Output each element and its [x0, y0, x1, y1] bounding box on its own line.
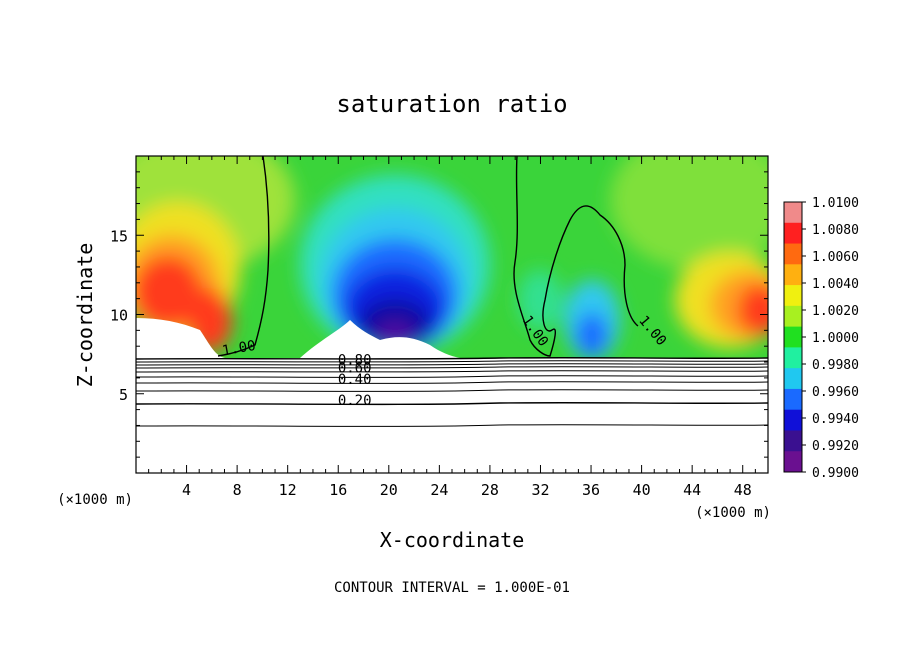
colorbar-swatch	[784, 202, 802, 224]
contour-lines-lower	[136, 357, 768, 427]
colorbar-label: 0.9940	[812, 412, 859, 427]
chart-title: saturation ratio	[336, 90, 567, 118]
colorbar-swatch	[784, 347, 802, 369]
colorbar-swatch	[784, 264, 802, 286]
x-unit-right: (×1000 m)	[695, 505, 771, 521]
colorbar-swatch	[784, 368, 802, 390]
x-tick-label: 8	[233, 481, 242, 499]
colorbar-label: 1.0000	[812, 331, 859, 346]
y-tick-label: 15	[110, 227, 128, 245]
x-tick-label: 20	[380, 481, 398, 499]
colorbar-label: 0.9960	[812, 385, 859, 400]
colorbar: 1.0100 1.0080 1.0060 1.0040 1.0020 1.0000 0.99…	[783, 196, 859, 481]
colorbar-label: 1.0060	[812, 250, 859, 265]
x-tick-label: 32	[531, 481, 549, 499]
x-unit-left: (×1000 m)	[57, 492, 133, 508]
colorbar-swatch	[784, 305, 802, 328]
x-tick-label: 36	[582, 481, 600, 499]
colorbar-swatch	[784, 326, 802, 348]
colorbar-label: 1.0080	[812, 223, 859, 238]
colorbar-label: 0.9980	[812, 358, 859, 373]
colorbar-label: 0.9920	[812, 439, 859, 454]
x-tick-label: 28	[481, 481, 499, 499]
colorbar-swatch	[784, 222, 802, 245]
colorbar-swatch	[784, 409, 802, 431]
contour-label: 0.40	[338, 372, 372, 388]
x-tick-label: 44	[683, 481, 701, 499]
y-axis-label: Z-coordinate	[73, 243, 97, 388]
colorbar-label: 1.0020	[812, 304, 859, 319]
colorbar-swatch	[784, 451, 802, 473]
colorbar-swatch	[784, 243, 802, 265]
contour-lines-upper	[217, 156, 639, 357]
x-axis-label: X-coordinate	[380, 528, 525, 552]
y-tick-label: 5	[119, 386, 128, 404]
colorbar-label: 0.9900	[812, 466, 859, 481]
y-tick-label: 10	[110, 307, 128, 325]
contour-label: 1.00	[221, 338, 257, 360]
x-axis: 4 8 12 16 20 24 28 32 36 40 44 48	[148, 156, 756, 499]
colorbar-swatch	[784, 388, 802, 411]
x-tick-label: 48	[734, 481, 752, 499]
contour-label: 0.80	[338, 352, 372, 368]
colorbar-swatch	[784, 430, 802, 452]
contour-label: 0.60	[338, 360, 372, 376]
contour-interval: CONTOUR INTERVAL = 1.000E-01	[334, 580, 570, 596]
x-tick-label: 24	[430, 481, 448, 499]
x-tick-label: 40	[633, 481, 651, 499]
colorbar-label: 1.0040	[812, 277, 859, 292]
y-axis: 5 10 15	[110, 171, 768, 458]
x-tick-label: 12	[279, 481, 297, 499]
x-tick-label: 4	[182, 481, 191, 499]
saturation-field	[136, 156, 768, 358]
x-tick-label: 16	[329, 481, 347, 499]
contour-label: 0.20	[338, 393, 372, 409]
terrain	[136, 318, 768, 358]
colorbar-swatch	[784, 285, 802, 307]
colorbar-label: 1.0100	[812, 196, 859, 211]
